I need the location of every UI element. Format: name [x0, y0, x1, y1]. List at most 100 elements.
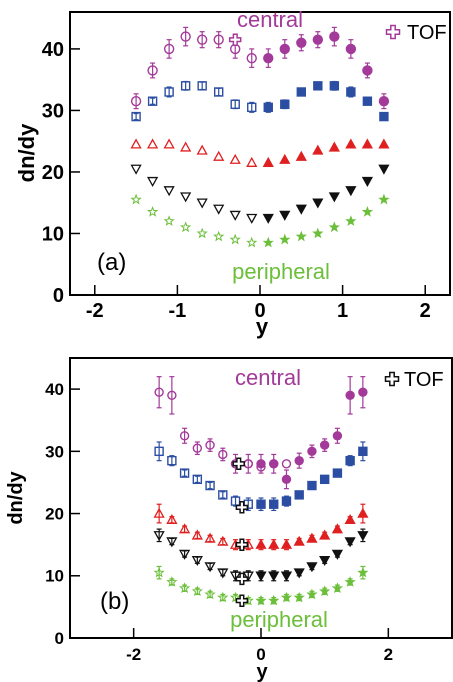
data-point — [268, 538, 280, 549]
data-point — [130, 164, 142, 175]
data-point — [179, 431, 190, 441]
data-point — [246, 213, 258, 224]
data-point — [191, 529, 203, 540]
data-point — [213, 150, 225, 161]
data-point — [262, 156, 274, 167]
data-point — [147, 65, 158, 76]
annotation-central: central — [237, 7, 303, 32]
y-axis-label: dn/dy — [14, 123, 39, 182]
data-point — [279, 233, 291, 245]
annotation-central: central — [235, 365, 301, 390]
data-point — [242, 571, 254, 582]
data-point — [358, 446, 368, 457]
data-point — [235, 572, 249, 586]
data-point — [378, 138, 390, 149]
data-point — [130, 96, 142, 107]
data-point — [246, 156, 258, 167]
data-point — [167, 455, 177, 466]
x-tick-label: 1 — [337, 300, 348, 322]
data-point — [281, 496, 292, 506]
x-tick-label: 2 — [420, 300, 431, 322]
data-point — [256, 462, 266, 472]
data-point — [163, 43, 175, 55]
data-point — [255, 594, 267, 606]
data-point — [229, 571, 242, 582]
data-point — [345, 138, 357, 149]
data-point — [307, 446, 317, 457]
data-point — [178, 582, 191, 594]
data-point — [329, 81, 340, 91]
data-point — [281, 474, 292, 485]
data-point — [263, 102, 273, 113]
data-point — [362, 96, 373, 106]
data-point — [319, 440, 330, 450]
data-point — [204, 588, 216, 600]
data-point — [331, 582, 344, 594]
data-point — [295, 204, 307, 215]
data-point — [319, 474, 330, 485]
x-axis-label: y — [256, 314, 269, 339]
y-axis-label: dn/dy — [5, 470, 27, 524]
data-point — [213, 230, 225, 242]
panel-label: (b) — [100, 588, 129, 615]
data-point — [256, 499, 266, 509]
data-point — [362, 65, 373, 76]
data-point — [262, 236, 274, 248]
data-point — [197, 81, 207, 91]
data-point — [312, 34, 324, 45]
data-point — [232, 457, 245, 471]
data-point — [345, 390, 355, 401]
data-point — [357, 566, 369, 578]
data-point — [154, 387, 164, 397]
data-point — [328, 141, 340, 152]
data-point — [235, 538, 249, 551]
data-point — [153, 531, 165, 542]
legend-label-tof: TOF — [404, 369, 444, 391]
y-tick-label: 30 — [42, 100, 64, 122]
data-point — [279, 153, 291, 164]
data-point — [361, 138, 373, 149]
data-point — [293, 591, 305, 603]
data-point — [329, 31, 340, 42]
data-point — [263, 52, 274, 64]
legend-marker-tof — [385, 24, 401, 40]
data-point — [163, 215, 175, 226]
data-point — [166, 513, 178, 525]
data-point — [295, 150, 307, 161]
data-point — [247, 102, 257, 113]
data-point — [180, 31, 191, 42]
data-point — [255, 538, 267, 549]
data-point — [196, 144, 208, 155]
data-point — [166, 537, 178, 548]
data-marks — [130, 26, 390, 248]
y-tick-label: 40 — [45, 380, 64, 399]
data-point — [147, 176, 159, 188]
data-point — [345, 215, 357, 226]
data-point — [180, 81, 191, 91]
data-point — [230, 99, 240, 109]
data-point — [235, 594, 249, 607]
data-point — [344, 537, 356, 548]
data-point — [179, 468, 190, 478]
data-point — [204, 562, 216, 573]
data-point — [361, 176, 373, 188]
data-point — [256, 459, 266, 469]
data-point — [269, 499, 279, 509]
data-point — [146, 205, 159, 217]
y-tick-label: 20 — [45, 505, 64, 524]
data-point — [218, 449, 228, 460]
data-point — [213, 34, 224, 45]
plot-frame — [69, 11, 451, 296]
data-point — [346, 87, 356, 97]
data-point — [246, 236, 258, 248]
data-point — [319, 555, 331, 567]
data-point — [268, 571, 280, 582]
data-point — [295, 230, 307, 242]
data-point — [147, 96, 158, 106]
data-point — [268, 594, 280, 606]
data-point — [280, 538, 293, 549]
data-point — [153, 507, 165, 518]
